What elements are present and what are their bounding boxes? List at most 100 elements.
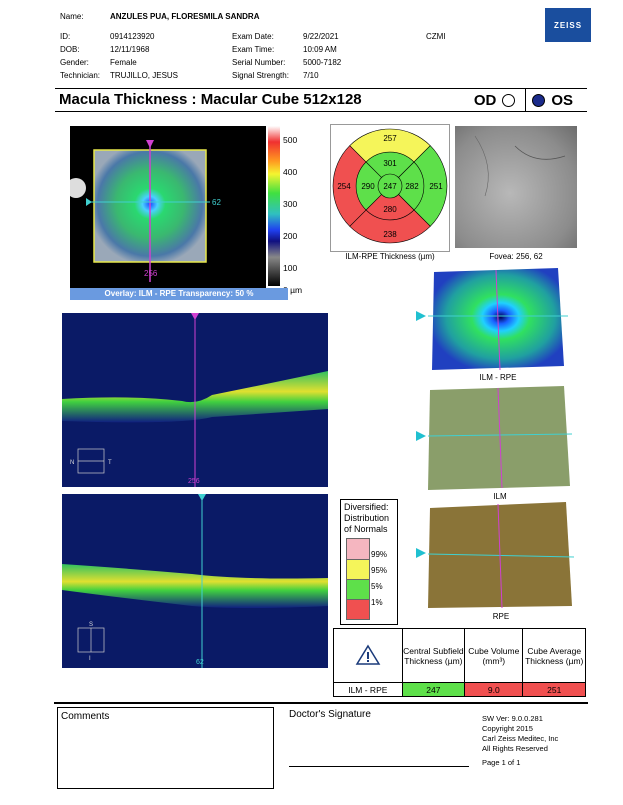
bscan1-position: 256 — [188, 478, 200, 485]
patient-dob: 12/11/1968 — [110, 45, 150, 54]
rpe-caption: RPE — [492, 612, 510, 621]
legend-swatch — [347, 580, 369, 600]
id-label: ID: — [60, 32, 71, 41]
header-cube-volume: Cube Volume (mm³) — [464, 628, 524, 683]
scale-tick: 500 — [283, 135, 298, 145]
superior-marker: S — [89, 622, 93, 628]
ilm-caption: ILM — [493, 492, 507, 501]
gender-label: Gender: — [60, 58, 89, 67]
comments-label: Comments — [61, 711, 110, 722]
os-filled-circle-icon — [532, 93, 546, 107]
exam-date: 9/22/2021 — [303, 32, 339, 41]
sw-version: SW Ver: 9.0.0.281 — [482, 714, 543, 723]
ilm-rpe-3d-map — [428, 266, 568, 372]
od-label: OD — [473, 91, 497, 109]
overlay-h-position: 62 — [212, 198, 221, 207]
page-title: Macula Thickness : Macular Cube 512x128 — [59, 91, 362, 108]
title-bar: Macula Thickness : Macular Cube 512x128 … — [55, 88, 587, 112]
cube-volume-value: 9.0 — [464, 682, 524, 697]
signal-strength: 7/10 — [303, 71, 319, 80]
exam-time-label: Exam Time: — [232, 45, 275, 54]
zeiss-logo: ZEISS — [545, 8, 591, 42]
vertical-bscan: S I 62 — [62, 494, 328, 668]
signature-label: Doctor's Signature — [289, 709, 371, 720]
warning-triangle-icon — [355, 644, 381, 665]
fundus-image — [455, 126, 577, 248]
overlay-v-position: 256 — [144, 269, 158, 278]
legend-label: 95% — [371, 566, 388, 575]
comments-box: Comments — [57, 707, 274, 789]
grid-outer-nasal: 254 — [337, 182, 351, 191]
color-scale-ticks: 500 400 300 200 100 0 µm — [283, 124, 302, 296]
legend-title: of Normals — [344, 524, 388, 534]
scale-tick: 200 — [283, 231, 298, 241]
header-central-subfield: Central Subfield Thickness (µm) — [401, 628, 466, 683]
patient-id: 0914123920 — [110, 32, 155, 41]
dob-label: DOB: — [60, 45, 80, 54]
technician-label: Technician: — [60, 71, 101, 80]
bscan2-position: 62 — [196, 659, 204, 666]
patient-name: ANZULES PUA, FLORESMILA SANDRA — [110, 12, 260, 21]
warning-cell — [333, 628, 403, 683]
legend-label: 1% — [371, 598, 383, 607]
central-subfield-value: 247 — [401, 682, 466, 697]
serial-number: 5000-7182 — [303, 58, 342, 67]
color-scale-bar — [268, 126, 280, 286]
scale-tick: 400 — [283, 167, 298, 177]
normals-legend: Diversified: Distribution of Normals 99%… — [340, 499, 398, 625]
eye-selector: OD OS — [474, 89, 587, 111]
inferior-marker: I — [89, 656, 91, 662]
exam-date-label: Exam Date: — [232, 32, 274, 41]
grid-outer-temporal: 251 — [429, 182, 443, 191]
scale-tick: 300 — [283, 199, 298, 209]
legend-swatch — [347, 600, 369, 619]
ilm-rpe-arrow-icon — [416, 311, 426, 321]
legend-label: 99% — [371, 550, 388, 559]
temporal-marker: T — [108, 460, 112, 466]
patient-gender: Female — [110, 58, 137, 67]
rpe-3d-map — [428, 502, 574, 610]
thickness-overlay-image: 62 256 — [70, 126, 266, 288]
exam-time: 10:09 AM — [303, 45, 337, 54]
grid-inner-temporal: 282 — [405, 182, 419, 191]
site-code: CZMI — [426, 32, 446, 41]
grid-outer-superior: 257 — [383, 134, 397, 143]
overlay-label: Overlay: ILM - RPE Transparency: 50 % — [70, 288, 288, 300]
grid-outer-inferior: 238 — [383, 230, 397, 239]
signal-label: Signal Strength: — [232, 71, 289, 80]
ilm-3d-map — [428, 386, 572, 490]
grid-inner-superior: 301 — [383, 159, 397, 168]
header-cube-average: Cube Average Thickness (µm) — [522, 628, 586, 683]
scale-tick: 100 — [283, 263, 298, 273]
os-label: OS — [551, 91, 573, 109]
legend-title: Diversified: — [344, 502, 389, 512]
grid-inner-nasal: 290 — [361, 182, 375, 191]
od-circle-icon — [502, 93, 516, 107]
technician: TRUJILLO, JESUS — [110, 71, 179, 80]
grid-inner-inferior: 280 — [383, 205, 397, 214]
nasal-marker: N — [70, 460, 74, 466]
legend-swatch — [347, 560, 369, 580]
footer-divider — [54, 702, 588, 704]
scale-tick: 0 µm — [283, 285, 303, 295]
fundus-caption: Fovea: 256, 62 — [489, 252, 543, 261]
ilm-arrow-icon — [416, 431, 426, 441]
name-label: Name: — [60, 12, 84, 21]
legend-swatch — [347, 539, 369, 560]
signature-line — [289, 766, 469, 767]
rpe-arrow-icon — [416, 548, 426, 558]
grid-caption: ILM-RPE Thickness (µm) — [345, 252, 435, 261]
copyright: Copyright 2015 — [482, 724, 533, 733]
software-info: SW Ver: 9.0.0.281 Copyright 2015 Carl Ze… — [482, 714, 558, 768]
legend-title: Distribution — [344, 513, 390, 523]
report-header: Name: ANZULES PUA, FLORESMILA SANDRA ID:… — [0, 0, 623, 90]
serial-label: Serial Number: — [232, 58, 286, 67]
horizontal-bscan: N T 256 — [62, 313, 328, 487]
page-number: Page 1 of 1 — [482, 758, 521, 767]
cube-average-value: 251 — [522, 682, 586, 697]
measurements-table: Central Subfield Thickness (µm) Cube Vol… — [333, 628, 586, 697]
ilm-rpe-caption: ILM - RPE — [479, 373, 517, 382]
company: Carl Zeiss Meditec, Inc — [482, 734, 559, 743]
legend-label: 5% — [371, 582, 383, 591]
rights: All Rights Reserved — [482, 744, 548, 753]
